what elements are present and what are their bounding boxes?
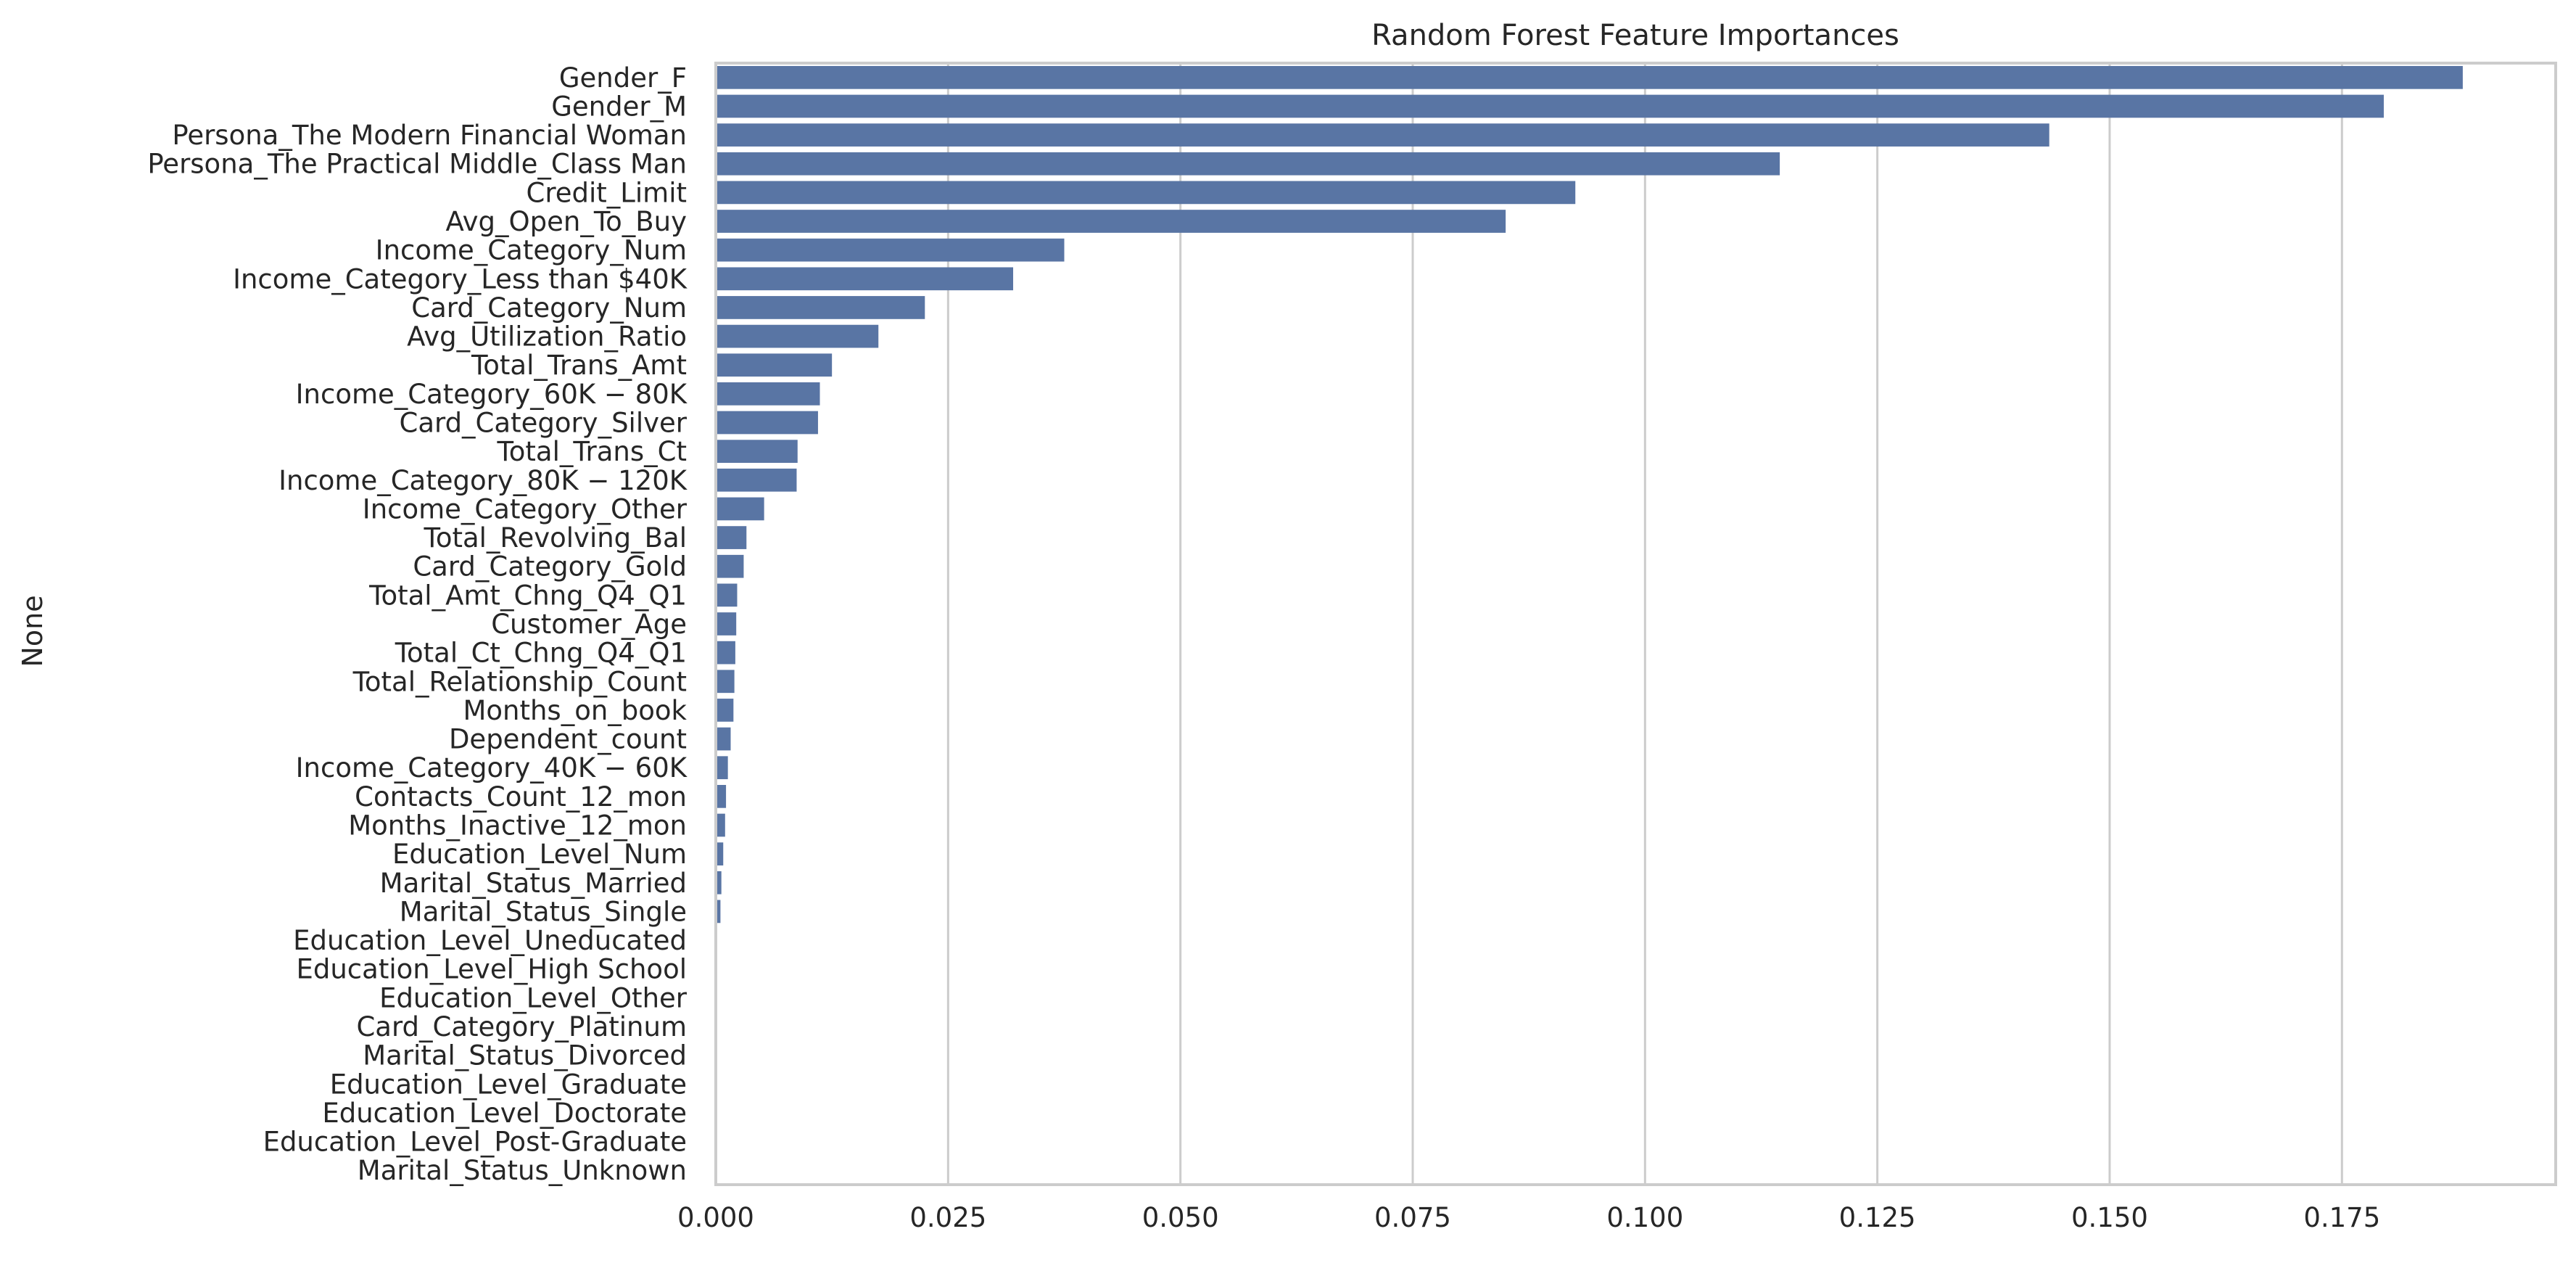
category-label: Marital_Status_Unknown (358, 1155, 687, 1186)
category-label: Income_Category_Less than $40K (233, 263, 688, 295)
x-tick-label: 0.000 (677, 1202, 754, 1233)
bar (716, 526, 747, 549)
bar (716, 238, 1065, 262)
bar (716, 296, 925, 319)
category-label: Education_Level_Other (379, 982, 688, 1013)
category-label: Education_Level_High School (296, 954, 687, 985)
category-label: Marital_Status_Married (380, 868, 687, 899)
category-label: Total_Revolving_Bal (424, 522, 687, 554)
bar (716, 181, 1576, 205)
category-label: Card_Category_Silver (400, 408, 688, 439)
category-label: Contacts_Count_12_mon (355, 781, 687, 813)
bar (716, 353, 833, 377)
bar (716, 123, 2049, 147)
category-label: Persona_The Modern Financial Woman (172, 120, 687, 151)
bar (716, 65, 2463, 89)
category-label: Income_Category_Num (376, 235, 687, 266)
category-label: Avg_Open_To_Buy (445, 206, 687, 237)
bar (716, 382, 820, 406)
bar (716, 727, 731, 751)
category-label: Education_Level_Doctorate (322, 1098, 687, 1129)
x-tick-label: 0.050 (1142, 1202, 1219, 1233)
bar (716, 152, 1780, 176)
x-tick-label: 0.125 (1839, 1202, 1916, 1233)
category-label: Education_Level_Num (392, 839, 687, 870)
chart-title: Random Forest Feature Importances (1371, 19, 1899, 52)
category-label: Credit_Limit (527, 177, 688, 208)
category-label: Total_Ct_Chng_Q4_Q1 (395, 638, 687, 669)
bar (716, 411, 818, 435)
bar (716, 641, 735, 665)
category-label: Marital_Status_Divorced (363, 1040, 687, 1071)
category-label: Education_Level_Uneducated (293, 925, 687, 956)
x-tick-label: 0.075 (1374, 1202, 1451, 1233)
category-label: Months_on_book (463, 695, 687, 726)
x-tick-label: 0.100 (1606, 1202, 1683, 1233)
bar (716, 784, 727, 808)
category-label: Income_Category_Other (363, 493, 688, 525)
category-label: Persona_The Practical Middle_Class Man (147, 149, 687, 180)
category-label: Income_Category_80K − 120K (278, 465, 688, 496)
bar (716, 497, 764, 521)
category-label: Total_Trans_Ct (496, 436, 687, 467)
category-label: Dependent_count (449, 724, 687, 755)
bar (716, 813, 725, 837)
x-tick-label: 0.025 (909, 1202, 986, 1233)
bar (716, 583, 738, 607)
bar (716, 468, 797, 492)
bar (716, 612, 737, 636)
y-axis-label: None (17, 595, 49, 667)
category-label: Card_Category_Num (411, 292, 687, 324)
category-label: Total_Relationship_Count (352, 666, 687, 697)
category-label: Avg_Utilization_Ratio (407, 321, 687, 353)
x-tick-label: 0.150 (2071, 1202, 2148, 1233)
bar (716, 440, 798, 464)
x-tick-label: 0.175 (2303, 1202, 2380, 1233)
category-label: Gender_F (559, 62, 687, 94)
bar (716, 94, 2384, 118)
category-label: Customer_Age (491, 609, 687, 640)
bar (716, 324, 879, 348)
x-axis-tick-labels: 0.000 0.025 0.050 0.075 0.100 0.125 0.150 0.175 (677, 1202, 2380, 1233)
category-label: Total_Amt_Chng_Q4_Q1 (368, 580, 687, 611)
plot-frame (714, 62, 2557, 1186)
bar (716, 210, 1506, 233)
bar (716, 871, 722, 894)
category-label: Total_Trans_Amt (471, 350, 687, 381)
category-label: Card_Category_Platinum (356, 1011, 687, 1042)
bar (716, 554, 744, 578)
bars (716, 65, 2463, 1182)
bar (716, 842, 724, 865)
bar (716, 699, 734, 722)
category-label: Card_Category_Gold (413, 551, 687, 583)
category-label: Education_Level_Post-Graduate (263, 1127, 687, 1158)
bar (716, 756, 728, 780)
category-label: Marital_Status_Single (400, 896, 687, 927)
bar (716, 670, 735, 694)
category-label: Gender_M (551, 91, 687, 122)
bar (716, 900, 721, 924)
category-label: Months_Inactive_12_mon (348, 810, 687, 841)
category-label: Income_Category_60K − 80K (296, 379, 688, 410)
category-label: Education_Level_Graduate (330, 1069, 687, 1100)
bar (716, 267, 1014, 291)
category-label: Income_Category_40K − 60K (296, 752, 688, 783)
